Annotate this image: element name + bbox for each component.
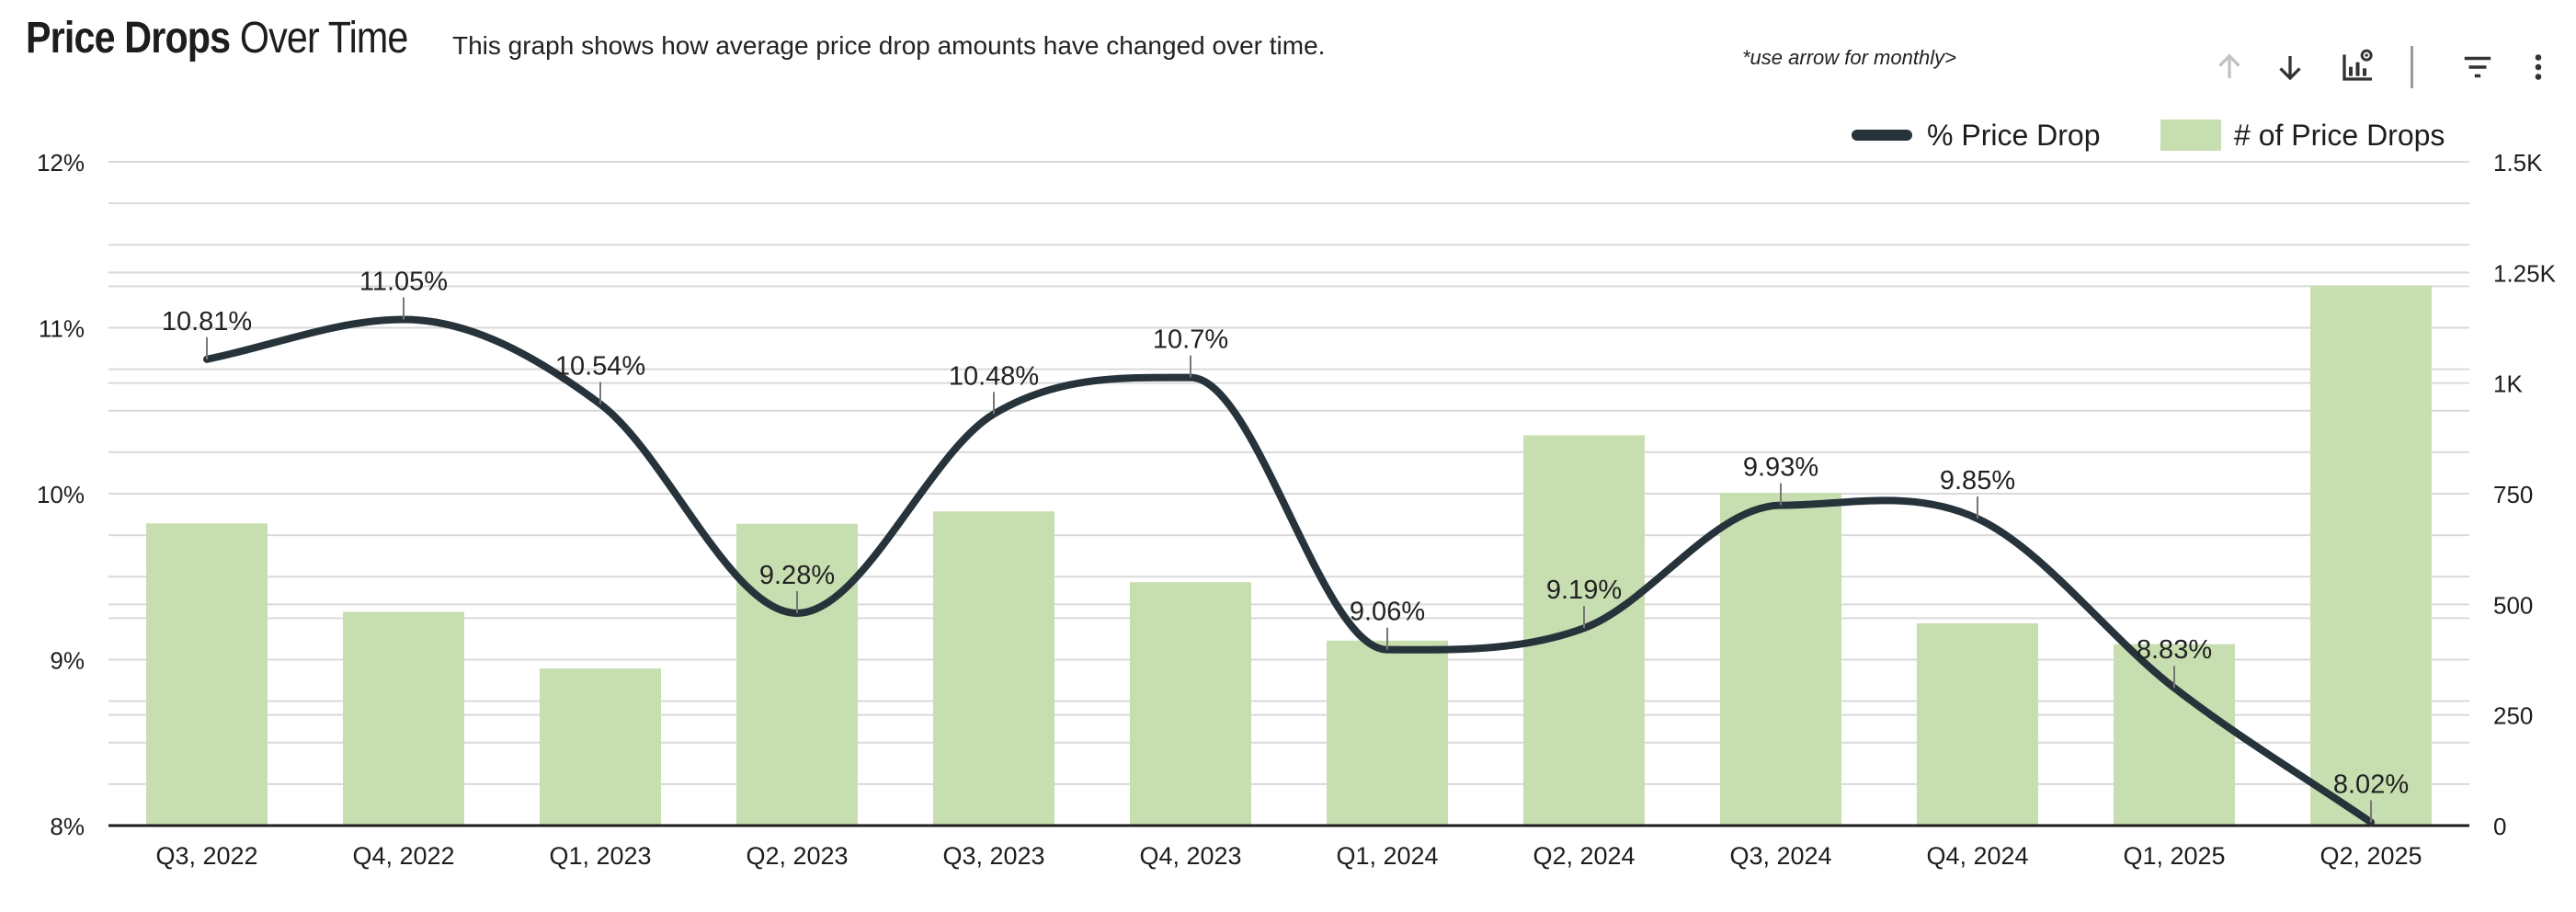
legend-label: % Price Drop [1927,118,2101,152]
title-light: Over Time [239,14,409,63]
chart-header: Price Drops Over Time This graph shows h… [0,0,2576,101]
y-left-tick-label: 8% [50,813,85,840]
arrow-up-icon [2218,53,2240,78]
x-tick-label: Q4, 2023 [1139,842,1241,870]
x-tick-label: Q4, 2024 [1926,842,2028,870]
legend-line-swatch [1852,130,1912,141]
x-tick-label: Q2, 2024 [1533,842,1635,870]
y-left-tick-label: 12% [37,149,85,177]
y-left-tick-label: 9% [50,647,85,675]
y-left-tick-label: 10% [37,481,85,508]
data-label: 10.48% [949,361,1039,391]
y-right-tick-label: 0 [2493,813,2506,840]
x-tick-label: Q3, 2023 [942,842,1044,870]
legend-item-price-drop-count[interactable]: # of Price Drops [2160,112,2445,158]
chart-settings-icon [2342,49,2373,81]
data-label: 8.02% [2333,770,2409,799]
bar [1917,623,2038,826]
legend-item-price-drop-pct[interactable]: % Price Drop [1852,112,2101,158]
data-label: 9.28% [759,561,835,590]
data-label: 11.05% [359,267,448,296]
data-label: 9.85% [1940,466,2015,496]
x-tick-label: Q1, 2024 [1336,842,1438,870]
x-tick-label: Q3, 2022 [155,842,257,870]
title-bold: Price Drops [26,14,231,63]
y-right-tick-label: 750 [2493,481,2533,508]
y-right-tick-label: 1.25K [2493,259,2557,287]
drill-down-button[interactable] [2267,44,2313,90]
data-label: 8.83% [2137,635,2212,665]
toolbar-separator [2411,46,2413,88]
filter-icon [2464,56,2491,78]
bar [540,668,661,826]
bar [736,523,858,826]
more-options-button[interactable] [2515,44,2561,90]
series-line-price-drop-pct [203,315,2375,826]
bar [1720,493,1841,826]
data-label: 10.7% [1153,325,1228,355]
bar [933,511,1054,826]
monthly-hint: *use arrow for monthly> [1742,46,1956,69]
y-left-tick-label: 11% [39,315,85,343]
x-tick-label: Q4, 2022 [352,842,454,870]
bar [146,523,268,826]
data-label: 10.54% [555,352,645,382]
arrow-down-icon [2279,56,2301,81]
x-tick-label: Q1, 2023 [549,842,651,870]
y-right-tick-label: 250 [2493,702,2533,730]
legend-label: # of Price Drops [2234,118,2445,152]
y-right-tick-label: 1.5K [2493,149,2543,177]
data-label: 10.81% [162,307,252,336]
bar [343,611,464,826]
page-title: Price Drops Over Time [26,13,408,63]
y-right-tick-label: 1K [2493,370,2523,398]
filter-button[interactable] [2455,44,2501,90]
more-vert-icon [2535,54,2542,80]
data-label: 9.93% [1743,453,1818,483]
x-tick-label: Q2, 2023 [746,842,848,870]
bar [1327,640,1448,826]
x-tick-label: Q1, 2025 [2123,842,2225,870]
bar [1130,582,1251,826]
bar [2310,285,2432,826]
chart-description: This graph shows how average price drop … [452,31,1326,60]
legend-bar-swatch [2160,120,2221,151]
y-right-tick-label: 500 [2493,591,2533,619]
data-label: 9.06% [1350,598,1425,627]
x-tick-label: Q2, 2025 [2320,842,2422,870]
x-tick-label: Q3, 2024 [1729,842,1831,870]
data-label: 9.19% [1546,576,1622,605]
drill-up-button[interactable] [2206,44,2252,90]
chart-settings-button[interactable] [2335,42,2381,88]
